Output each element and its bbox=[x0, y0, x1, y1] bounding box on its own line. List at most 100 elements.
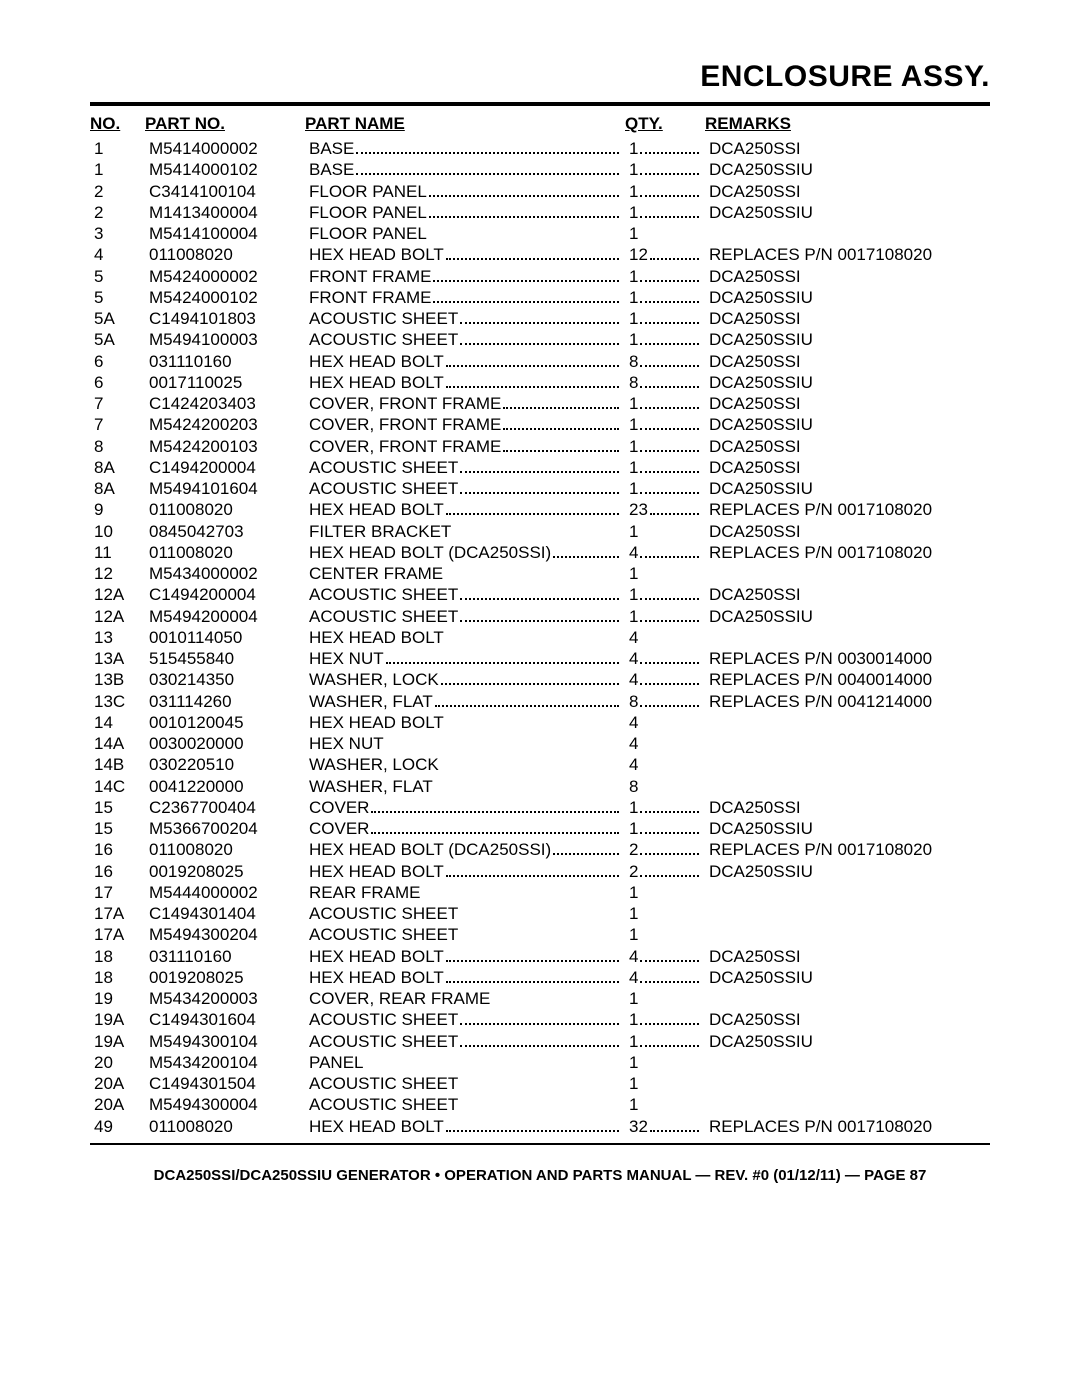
cell-partname: COVER, REAR FRAME bbox=[305, 988, 625, 1009]
cell-remarks: REPLACES P/N 0030014000 bbox=[705, 648, 990, 669]
table-row: 5AC1494101803ACOUSTIC SHEET1DCA250SSI bbox=[90, 308, 990, 329]
table-row: 5M5424000102FRONT FRAME1DCA250SSIU bbox=[90, 287, 990, 308]
cell-partno: M5494300004 bbox=[145, 1094, 305, 1115]
table-row: 12AM5494200004ACOUSTIC SHEET1DCA250SSIU bbox=[90, 606, 990, 627]
cell-qty: 2 bbox=[625, 839, 705, 860]
cell-remarks bbox=[705, 563, 990, 584]
cell-no: 13A bbox=[90, 648, 145, 669]
cell-remarks: DCA250SSIU bbox=[705, 202, 990, 223]
cell-partname: HEX HEAD BOLT bbox=[305, 946, 625, 967]
table-row: 20AC1494301504ACOUSTIC SHEET1 bbox=[90, 1073, 990, 1094]
cell-partname: REAR FRAME bbox=[305, 882, 625, 903]
cell-partno: 030220510 bbox=[145, 754, 305, 775]
cell-qty: 1 bbox=[625, 903, 705, 924]
cell-remarks: DCA250SSI bbox=[705, 946, 990, 967]
cell-no: 3 bbox=[90, 223, 145, 244]
cell-partname: HEX HEAD BOLT bbox=[305, 499, 625, 520]
cell-qty: 8 bbox=[625, 351, 705, 372]
cell-partno: M5434000002 bbox=[145, 563, 305, 584]
cell-partno: C1424203403 bbox=[145, 393, 305, 414]
cell-partname: ACOUSTIC SHEET bbox=[305, 457, 625, 478]
cell-partno: 0041220000 bbox=[145, 776, 305, 797]
cell-remarks: DCA250SSI bbox=[705, 457, 990, 478]
table-row: 7M5424200203COVER, FRONT FRAME1DCA250SSI… bbox=[90, 414, 990, 435]
cell-no: 12A bbox=[90, 584, 145, 605]
cell-qty: 8 bbox=[625, 691, 705, 712]
cell-remarks bbox=[705, 776, 990, 797]
cell-no: 20 bbox=[90, 1052, 145, 1073]
bottom-rule bbox=[90, 1143, 990, 1145]
table-row: 130010114050HEX HEAD BOLT4 bbox=[90, 627, 990, 648]
cell-remarks: REPLACES P/N 0017108020 bbox=[705, 542, 990, 563]
cell-partname: FRONT FRAME bbox=[305, 266, 625, 287]
top-rule bbox=[90, 102, 990, 106]
cell-remarks bbox=[705, 712, 990, 733]
cell-no: 19A bbox=[90, 1031, 145, 1052]
cell-remarks: DCA250SSIU bbox=[705, 478, 990, 499]
cell-qty: 1 bbox=[625, 266, 705, 287]
table-row: 1M5414000002BASE1DCA250SSI bbox=[90, 138, 990, 159]
cell-remarks: DCA250SSIU bbox=[705, 818, 990, 839]
cell-qty: 4 bbox=[625, 712, 705, 733]
cell-qty: 1 bbox=[625, 308, 705, 329]
table-row: 19AM5494300104ACOUSTIC SHEET1DCA250SSIU bbox=[90, 1031, 990, 1052]
cell-remarks: REPLACES P/N 0041214000 bbox=[705, 691, 990, 712]
cell-partno: C3414100104 bbox=[145, 181, 305, 202]
cell-partname: HEX HEAD BOLT bbox=[305, 861, 625, 882]
cell-qty: 1 bbox=[625, 1073, 705, 1094]
cell-partno: C1494301604 bbox=[145, 1009, 305, 1030]
cell-no: 6 bbox=[90, 351, 145, 372]
cell-remarks: DCA250SSIU bbox=[705, 372, 990, 393]
cell-partname: FILTER BRACKET bbox=[305, 521, 625, 542]
cell-no: 16 bbox=[90, 839, 145, 860]
cell-partno: M1413400004 bbox=[145, 202, 305, 223]
cell-partname: HEX HEAD BOLT (DCA250SSI) bbox=[305, 839, 625, 860]
cell-remarks bbox=[705, 1094, 990, 1115]
cell-partno: 011008020 bbox=[145, 1116, 305, 1137]
table-row: 8AC1494200004ACOUSTIC SHEET1DCA250SSI bbox=[90, 457, 990, 478]
cell-no: 14C bbox=[90, 776, 145, 797]
cell-remarks: DCA250SSI bbox=[705, 797, 990, 818]
cell-no: 19 bbox=[90, 988, 145, 1009]
cell-no: 20A bbox=[90, 1073, 145, 1094]
cell-no: 8A bbox=[90, 478, 145, 499]
cell-partname: COVER, FRONT FRAME bbox=[305, 414, 625, 435]
cell-remarks: DCA250SSI bbox=[705, 308, 990, 329]
cell-partno: M5414100004 bbox=[145, 223, 305, 244]
cell-partno: 011008020 bbox=[145, 244, 305, 265]
cell-remarks: DCA250SSI bbox=[705, 266, 990, 287]
table-row: 140010120045HEX HEAD BOLT4 bbox=[90, 712, 990, 733]
cell-partname: BASE bbox=[305, 159, 625, 180]
cell-no: 17 bbox=[90, 882, 145, 903]
cell-partname: HEX HEAD BOLT bbox=[305, 372, 625, 393]
cell-partno: 0019208025 bbox=[145, 861, 305, 882]
cell-no: 12 bbox=[90, 563, 145, 584]
table-row: 13C031114260WASHER, FLAT8REPLACES P/N 00… bbox=[90, 691, 990, 712]
table-row: 180019208025HEX HEAD BOLT4DCA250SSIU bbox=[90, 967, 990, 988]
cell-qty: 1 bbox=[625, 1094, 705, 1115]
table-row: 8AM5494101604ACOUSTIC SHEET1DCA250SSIU bbox=[90, 478, 990, 499]
table-row: 17M5444000002REAR FRAME1 bbox=[90, 882, 990, 903]
cell-qty: 1 bbox=[625, 457, 705, 478]
cell-partno: C2367700404 bbox=[145, 797, 305, 818]
cell-remarks bbox=[705, 223, 990, 244]
cell-qty: 23 bbox=[625, 499, 705, 520]
cell-partno: C1494301504 bbox=[145, 1073, 305, 1094]
table-row: 160019208025HEX HEAD BOLT2DCA250SSIU bbox=[90, 861, 990, 882]
table-row: 2C3414100104FLOOR PANEL1DCA250SSI bbox=[90, 181, 990, 202]
table-row: 9011008020HEX HEAD BOLT23REPLACES P/N 00… bbox=[90, 499, 990, 520]
cell-no: 20A bbox=[90, 1094, 145, 1115]
cell-remarks: DCA250SSI bbox=[705, 1009, 990, 1030]
cell-qty: 8 bbox=[625, 776, 705, 797]
cell-remarks: DCA250SSIU bbox=[705, 159, 990, 180]
cell-remarks: DCA250SSIU bbox=[705, 606, 990, 627]
page-footer: DCA250SSI/DCA250SSIU GENERATOR • OPERATI… bbox=[90, 1155, 990, 1184]
cell-partname: COVER bbox=[305, 797, 625, 818]
cell-partno: C1494200004 bbox=[145, 457, 305, 478]
cell-partname: ACOUSTIC SHEET bbox=[305, 1094, 625, 1115]
cell-no: 2 bbox=[90, 181, 145, 202]
cell-partname: ACOUSTIC SHEET bbox=[305, 478, 625, 499]
cell-partname: HEX HEAD BOLT bbox=[305, 1116, 625, 1137]
cell-partno: M5444000002 bbox=[145, 882, 305, 903]
page-title: ENCLOSURE ASSY. bbox=[90, 60, 990, 94]
